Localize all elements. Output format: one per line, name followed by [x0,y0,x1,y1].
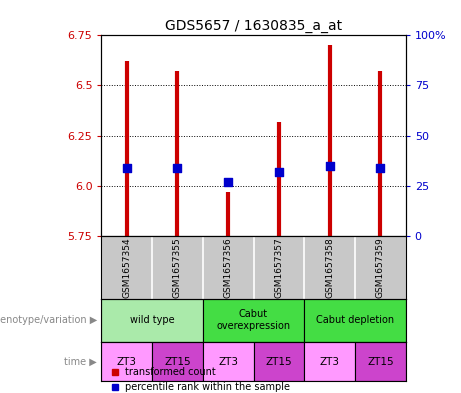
Text: ZT3: ZT3 [218,356,238,367]
Text: ZT15: ZT15 [266,356,292,367]
Point [326,163,333,169]
Text: GSM1657355: GSM1657355 [173,237,182,298]
Text: GSM1657354: GSM1657354 [122,237,131,298]
Text: wild type: wild type [130,315,174,325]
Text: GSM1657357: GSM1657357 [274,237,284,298]
Text: ZT15: ZT15 [367,356,394,367]
Text: GSM1657359: GSM1657359 [376,237,385,298]
Bar [304,299,406,342]
Legend: transformed count, percentile rank within the sample: transformed count, percentile rank withi… [106,364,294,393]
Title: GDS5657 / 1630835_a_at: GDS5657 / 1630835_a_at [165,19,342,33]
Text: ZT3: ZT3 [319,356,340,367]
Bar [152,342,203,381]
Bar [355,342,406,381]
Bar [101,342,152,381]
Point [275,169,283,175]
Text: GSM1657356: GSM1657356 [224,237,233,298]
Point [225,178,232,185]
Bar [203,299,304,342]
Bar [254,342,304,381]
Point [123,165,130,171]
Bar [203,342,254,381]
Text: genotype/variation ▶: genotype/variation ▶ [0,315,97,325]
Point [174,165,181,171]
Text: ZT15: ZT15 [164,356,191,367]
Text: GSM1657358: GSM1657358 [325,237,334,298]
Text: Cabut depletion: Cabut depletion [316,315,394,325]
Text: time ▶: time ▶ [64,356,97,367]
Text: Cabut
overexpression: Cabut overexpression [217,310,290,331]
Bar [101,299,203,342]
Text: ZT3: ZT3 [117,356,137,367]
Point [377,165,384,171]
Bar [304,342,355,381]
